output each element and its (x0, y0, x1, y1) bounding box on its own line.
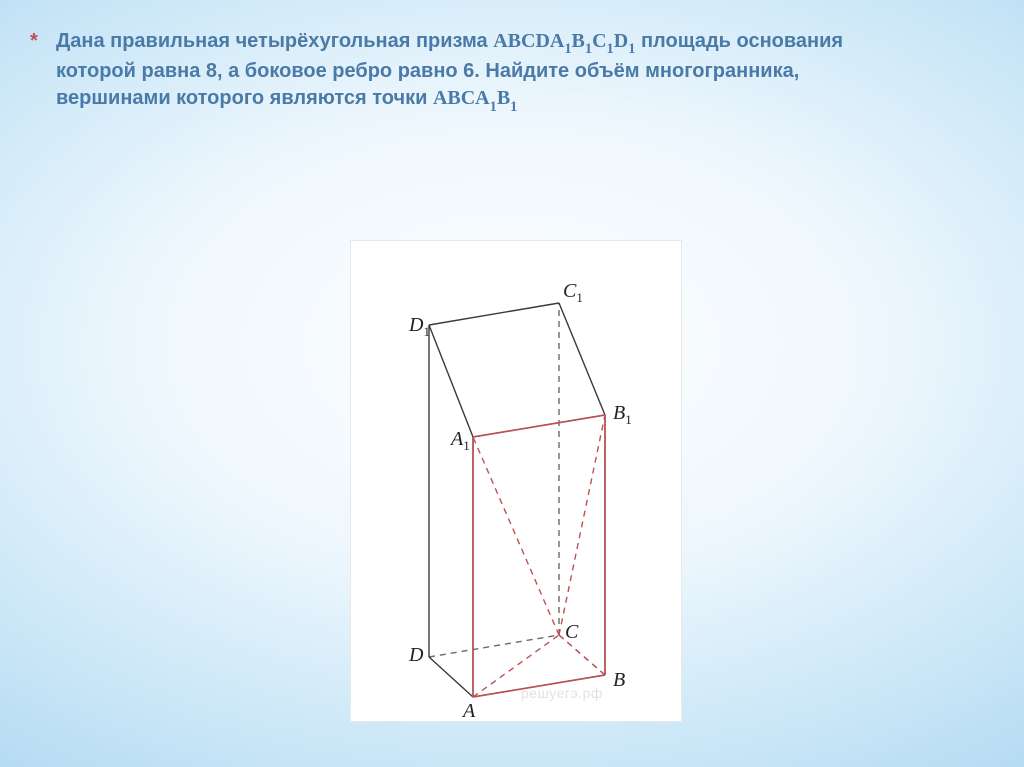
title-line1-pre: Дана правильная четырёхугольная призма (56, 30, 493, 52)
title-line3-pre: вершинами которого являются точки (56, 87, 433, 109)
svg-text:A1: A1 (449, 428, 470, 453)
diagram-container: A B C D A1 B1 C1 D1 решуегэ.рф (350, 240, 682, 722)
problem-title: Дана правильная четырёхугольная призма A… (56, 28, 968, 116)
slide: * Дана правильная четырёхугольная призма… (0, 0, 1024, 767)
title-line2: которой равна 8, а боковое ребро равно 6… (56, 60, 799, 82)
formula-1: ABCDA1B1C1D1 (493, 30, 635, 52)
watermark: решуегэ.рф (521, 685, 603, 701)
formula-2: ABCA1B1 (433, 87, 517, 109)
prism-diagram: A B C D A1 B1 C1 D1 (351, 241, 681, 721)
title-line1-post: площадь основания (635, 30, 843, 52)
svg-text:D1: D1 (408, 314, 430, 339)
bullet-asterisk: * (30, 30, 38, 53)
svg-text:B1: B1 (613, 402, 632, 427)
svg-text:C: C (565, 621, 579, 643)
svg-text:B: B (613, 669, 625, 691)
svg-text:D: D (408, 644, 424, 666)
svg-text:C1: C1 (563, 280, 583, 305)
svg-text:A: A (461, 700, 476, 721)
